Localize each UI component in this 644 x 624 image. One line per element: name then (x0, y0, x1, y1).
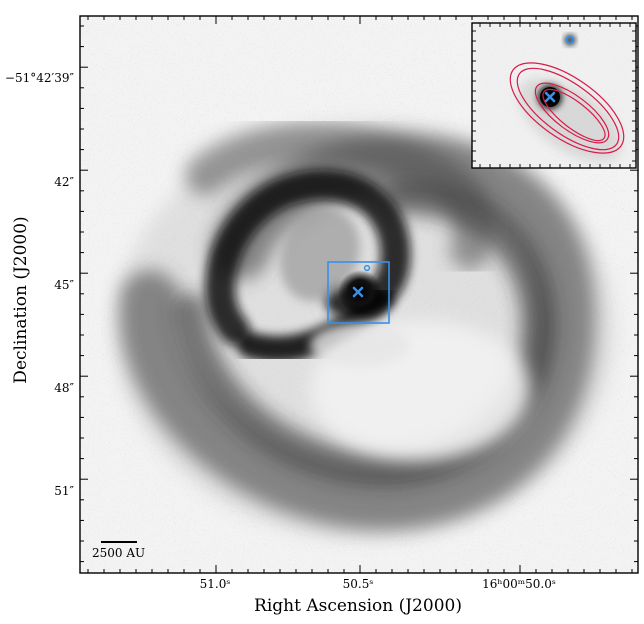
x-tick-label: 51.0ˢ (200, 577, 231, 591)
x-tick-label: 16ʰ00ᵐ50.0ˢ (482, 577, 556, 591)
y-tick-label: 48″ (54, 381, 74, 395)
scale-bar-label: 2500 AU (92, 546, 145, 560)
y-tick-label: 45″ (54, 278, 74, 292)
y-tick-label: 42″ (54, 175, 74, 189)
inset-panel (472, 23, 638, 179)
x-tick-label: 50.5ˢ (343, 577, 374, 591)
y-tick-label: −51°42′39″ (5, 71, 75, 85)
x-axis-label: Right Ascension (J2000) (254, 596, 462, 616)
y-axis-label: Declination (J2000) (11, 216, 31, 383)
y-tick-label: 51″ (54, 484, 74, 498)
